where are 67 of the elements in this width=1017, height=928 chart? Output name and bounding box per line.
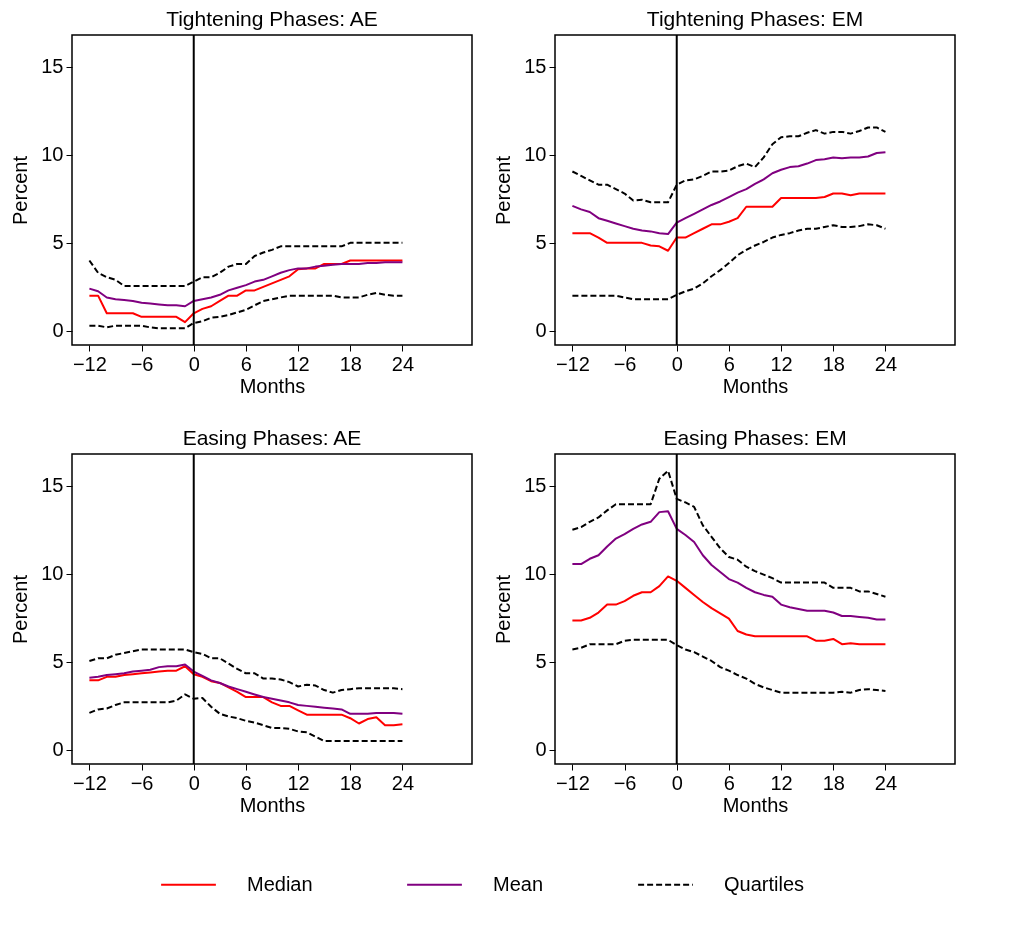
x-tick-label: 12	[287, 771, 310, 794]
y-tick-label: 0	[52, 319, 64, 342]
line-series	[88, 665, 404, 727]
y-tick-label: 0	[535, 319, 547, 342]
x-tick-label: 18	[339, 771, 362, 794]
x-axis-title: Months	[239, 793, 306, 816]
x-tick-label: 12	[287, 352, 310, 375]
legend-label: Quartiles	[724, 872, 805, 895]
x-tick-label: 24	[391, 771, 415, 794]
line-series	[571, 151, 887, 236]
x-tick-label: 18	[822, 771, 845, 794]
y-axis-title: Percent	[9, 574, 32, 644]
x-tick-label: 6	[723, 771, 735, 794]
x-tick-label: −6	[130, 771, 154, 794]
x-tick-label: −6	[130, 352, 154, 375]
y-tick-label: 15	[41, 474, 64, 497]
x-tick-label: −12	[72, 352, 107, 375]
x-tick-label: 6	[240, 771, 252, 794]
legend-label: Median	[247, 872, 313, 895]
x-tick-label: −12	[555, 352, 590, 375]
x-tick-label: −12	[72, 771, 107, 794]
line-series	[571, 192, 887, 252]
y-tick-label: 5	[535, 231, 547, 254]
x-tick-label: 0	[188, 771, 200, 794]
x-tick-label: 0	[188, 352, 200, 375]
x-tick-label: 0	[671, 352, 683, 375]
y-tick-label: 10	[41, 562, 64, 585]
chart-title: Tightening Phases: EM	[646, 7, 864, 30]
line-series	[571, 510, 887, 621]
y-axis-title: Percent	[9, 155, 32, 225]
y-tick-label: 5	[535, 650, 547, 673]
x-axis-title: Months	[722, 374, 789, 397]
y-tick-label: 15	[41, 55, 64, 78]
y-tick-label: 5	[52, 231, 64, 254]
x-tick-label: 12	[770, 771, 793, 794]
x-tick-label: 24	[874, 352, 898, 375]
chart-title: Tightening Phases: AE	[166, 7, 378, 30]
y-axis-title: Percent	[492, 155, 515, 225]
x-tick-label: −6	[613, 352, 637, 375]
y-tick-label: 15	[524, 55, 547, 78]
x-tick-label: 24	[391, 352, 415, 375]
y-tick-label: 15	[524, 474, 547, 497]
line-series	[88, 259, 404, 324]
x-tick-label: 6	[723, 352, 735, 375]
x-tick-label: 18	[339, 352, 362, 375]
x-tick-label: −6	[613, 771, 637, 794]
chart-title: Easing Phases: AE	[182, 426, 362, 449]
x-axis-title: Months	[722, 793, 789, 816]
chart-title: Easing Phases: EM	[663, 426, 847, 449]
line-series	[88, 261, 404, 308]
x-tick-label: 24	[874, 771, 898, 794]
x-tick-label: −12	[555, 771, 590, 794]
y-tick-label: 10	[524, 562, 547, 585]
line-series	[88, 663, 404, 715]
line-series	[571, 575, 887, 646]
legend-label: Mean	[493, 872, 544, 895]
x-tick-label: 12	[770, 352, 793, 375]
x-axis-title: Months	[239, 374, 306, 397]
y-tick-label: 0	[52, 738, 64, 761]
y-tick-label: 5	[52, 650, 64, 673]
x-tick-label: 18	[822, 352, 845, 375]
y-axis-title: Percent	[492, 574, 515, 644]
y-tick-label: 0	[535, 738, 547, 761]
x-tick-label: 0	[671, 771, 683, 794]
y-tick-label: 10	[41, 143, 64, 166]
x-tick-label: 6	[240, 352, 252, 375]
y-tick-label: 10	[524, 143, 547, 166]
